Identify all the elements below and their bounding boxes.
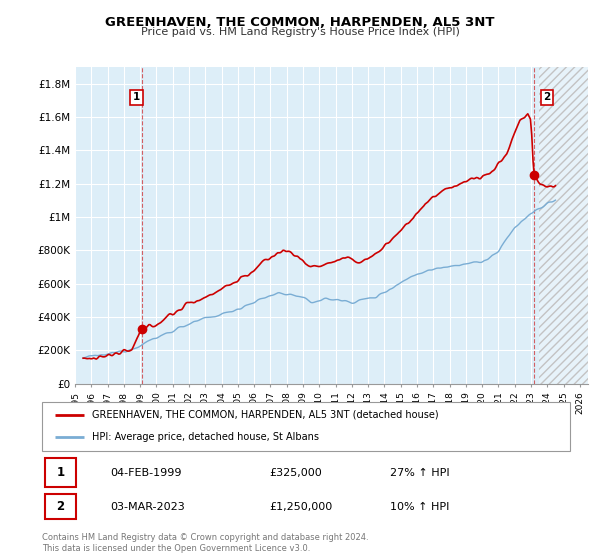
Text: £1,250,000: £1,250,000 [269, 502, 332, 511]
Bar [44, 458, 76, 487]
Text: 1: 1 [56, 466, 65, 479]
Text: 2: 2 [56, 500, 65, 513]
Text: GREENHAVEN, THE COMMON, HARPENDEN, AL5 3NT: GREENHAVEN, THE COMMON, HARPENDEN, AL5 3… [105, 16, 495, 29]
Text: 2: 2 [543, 92, 550, 102]
Text: 04-FEB-1999: 04-FEB-1999 [110, 468, 182, 478]
Bar [539, 67, 588, 384]
Bar [44, 493, 76, 520]
Bar [539, 67, 588, 384]
Text: 10% ↑ HPI: 10% ↑ HPI [391, 502, 450, 511]
Text: 1: 1 [133, 92, 140, 102]
Text: Price paid vs. HM Land Registry's House Price Index (HPI): Price paid vs. HM Land Registry's House … [140, 27, 460, 37]
Text: HPI: Average price, detached house, St Albans: HPI: Average price, detached house, St A… [92, 432, 319, 442]
Text: GREENHAVEN, THE COMMON, HARPENDEN, AL5 3NT (detached house): GREENHAVEN, THE COMMON, HARPENDEN, AL5 3… [92, 410, 439, 420]
Text: 27% ↑ HPI: 27% ↑ HPI [391, 468, 450, 478]
Text: £325,000: £325,000 [269, 468, 322, 478]
Text: Contains HM Land Registry data © Crown copyright and database right 2024.
This d: Contains HM Land Registry data © Crown c… [42, 533, 368, 553]
Text: 03-MAR-2023: 03-MAR-2023 [110, 502, 185, 511]
